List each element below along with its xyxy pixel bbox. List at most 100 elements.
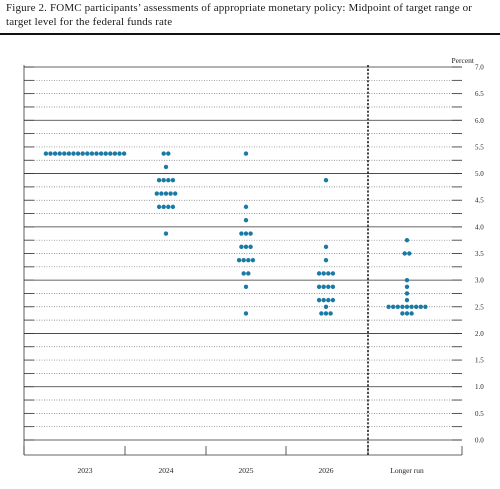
dot-marker	[321, 271, 326, 276]
dot-marker	[321, 284, 326, 290]
dot-marker	[404, 237, 410, 243]
dot-marker	[395, 304, 400, 309]
dot-marker	[166, 178, 171, 183]
dot-marker	[330, 297, 336, 303]
dot-marker	[89, 151, 95, 156]
dot-marker	[98, 151, 104, 156]
dot-marker	[163, 191, 169, 196]
dot-marker	[241, 271, 246, 276]
dot-marker	[407, 251, 412, 256]
y-tick-label: 7.0	[475, 64, 484, 72]
x-category-label: Longer run	[390, 466, 424, 475]
dot-marker	[43, 151, 49, 156]
dot-marker	[391, 304, 396, 309]
dot-marker	[243, 151, 249, 156]
title-rule	[0, 33, 500, 35]
gridlines	[24, 66, 462, 441]
y-tick-label: 1.0	[475, 383, 484, 391]
y-tick-label: 2.0	[475, 330, 484, 338]
y-axis-label: Percent	[452, 56, 475, 65]
y-tick-label: 5.5	[475, 143, 484, 151]
dot-marker	[246, 257, 251, 263]
dot-marker	[161, 151, 166, 156]
dot-marker	[170, 178, 176, 183]
dot-marker	[326, 284, 331, 290]
dot-marker	[326, 297, 331, 303]
dot-marker	[418, 304, 423, 309]
dot-marker	[161, 204, 166, 210]
dot-marker	[323, 244, 329, 250]
y-tick-label: 1.5	[475, 357, 484, 365]
dot-marker	[400, 304, 405, 309]
dot-marker	[239, 231, 244, 236]
dot-marker	[330, 284, 336, 290]
dot-marker	[423, 304, 428, 309]
dot-marker	[66, 151, 72, 156]
dot-marker	[156, 204, 162, 210]
dot-marker	[319, 311, 324, 316]
dot-marker	[85, 151, 90, 156]
axes: 0.0 0.5 1.0 1.5 2.0 2.5 3.0 3.5 4.0 4.5 5.0 5.5 6.0 6…	[23, 64, 484, 475]
dot-marker	[57, 151, 62, 156]
dot-marker	[323, 304, 329, 309]
dot-marker	[112, 151, 118, 156]
dot-marker	[404, 277, 410, 283]
y-tick-label: 5.0	[475, 170, 484, 178]
dot-marker	[75, 151, 81, 156]
dot-marker	[94, 151, 99, 156]
dot-marker	[163, 231, 169, 236]
dot-marker	[243, 244, 249, 250]
dot-marker	[250, 257, 256, 263]
dot-marker	[404, 284, 410, 290]
y-tick-label: 4.5	[475, 197, 484, 205]
dot-marker	[121, 151, 127, 156]
dot-marker	[239, 244, 244, 250]
dot-marker	[400, 311, 405, 316]
dot-marker	[243, 231, 249, 236]
dot-marker	[163, 164, 169, 170]
y-tick-label: 3.5	[475, 250, 484, 258]
dot-marker	[328, 311, 333, 316]
y-tick-label: 0.5	[475, 410, 484, 418]
dot-marker	[168, 191, 173, 196]
y-tick-label: 2.5	[475, 303, 484, 311]
dot-marker	[71, 151, 76, 156]
dot-marker	[161, 178, 166, 183]
dot-marker	[409, 311, 414, 316]
dot-marker	[414, 304, 419, 309]
dot-marker	[154, 191, 159, 196]
dot-marker	[243, 284, 249, 290]
y-tick-label: 6.5	[475, 90, 484, 98]
x-category-label: 2025	[239, 466, 254, 475]
y-tick-label: 4.0	[475, 223, 484, 231]
dot-marker	[316, 271, 322, 276]
dot-marker	[173, 191, 178, 196]
dot-marker	[166, 151, 171, 156]
dot-marker	[103, 151, 108, 156]
dot-marker	[243, 204, 249, 210]
y-tick-label: 3.0	[475, 277, 484, 285]
dot-marker	[323, 178, 329, 183]
dot-marker	[326, 271, 331, 276]
dot-marker	[404, 291, 410, 296]
dots	[43, 151, 428, 316]
x-category-label: 2026	[319, 466, 334, 475]
dot-marker	[321, 297, 326, 303]
dot-marker	[166, 204, 171, 210]
dot-marker	[248, 244, 253, 250]
dot-marker	[156, 178, 162, 183]
dot-marker	[248, 231, 253, 236]
dot-marker	[243, 311, 249, 316]
dot-marker	[316, 297, 322, 303]
y-tick-label: 0.0	[475, 437, 484, 445]
dot-marker	[159, 191, 164, 196]
dot-marker	[323, 257, 329, 263]
dot-marker	[80, 151, 85, 156]
dot-marker	[246, 271, 251, 276]
dot-marker	[402, 251, 407, 256]
dot-marker	[62, 151, 67, 156]
dot-marker	[404, 304, 410, 309]
dot-marker	[404, 311, 410, 316]
figure-title: Figure 2. FOMC participants’ assessments…	[6, 2, 473, 28]
